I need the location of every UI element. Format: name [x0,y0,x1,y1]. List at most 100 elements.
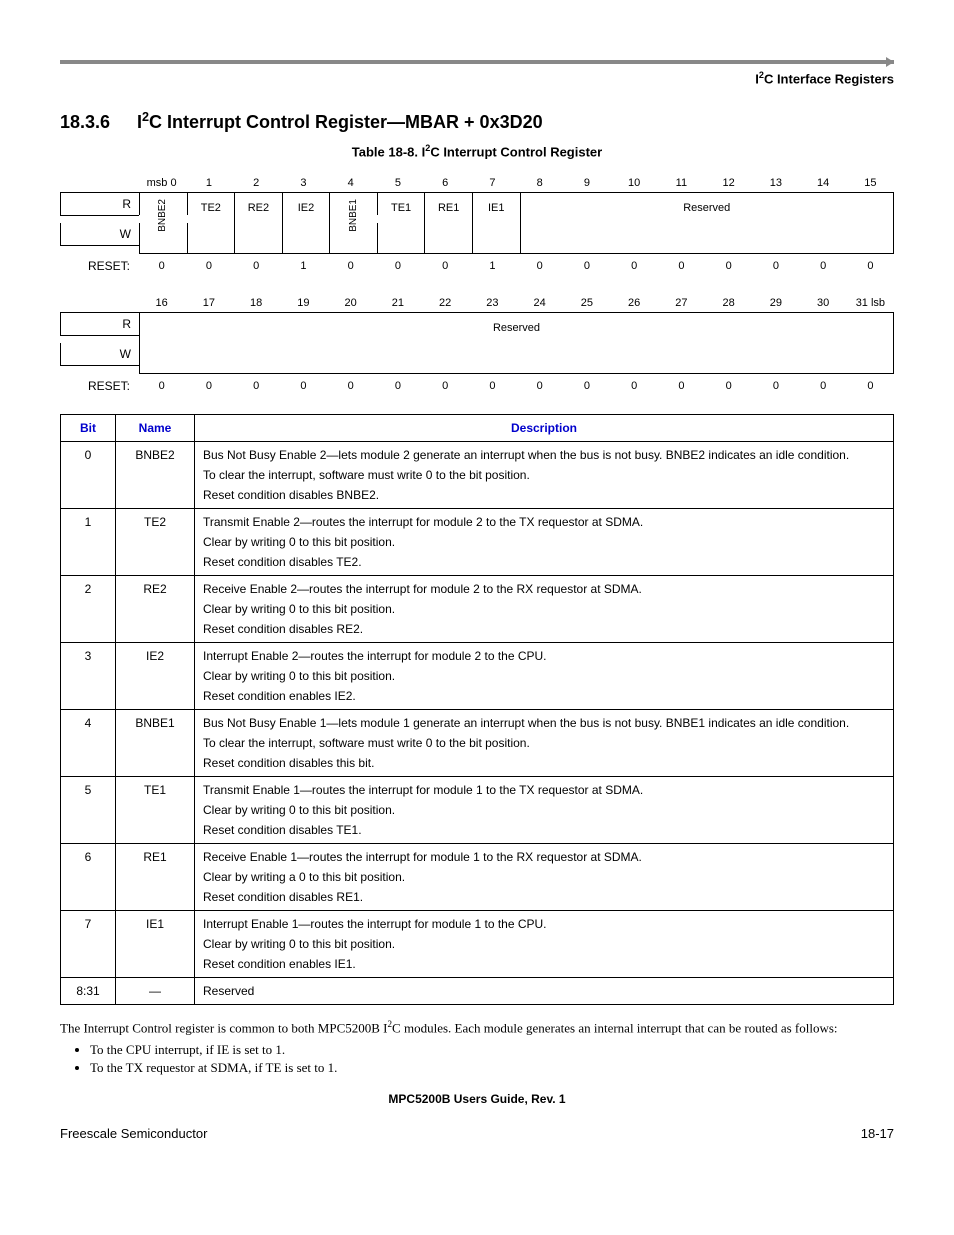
bit-number: 10 [611,174,658,192]
bit-number: 31 lsb [847,294,894,312]
bit-number: 5 [374,174,421,192]
bit-number: 15 [847,174,894,192]
bit-number: 4 [327,174,374,192]
reset-value: 1 [280,256,327,276]
cell-description: Receive Enable 1—routes the interrupt fo… [195,843,894,910]
reset-value: 0 [705,376,752,396]
table-row: 3IE2Interrupt Enable 2—routes the interr… [61,642,894,709]
description-line: Reset condition disables this bit. [203,756,885,770]
bit-number: 27 [658,294,705,312]
description-line: Reset condition disables RE1. [203,890,885,904]
description-line: Receive Enable 1—routes the interrupt fo… [203,850,885,864]
bit-number: 16 [138,294,185,312]
reset-value: 0 [185,376,232,396]
reset-value: 0 [374,256,421,276]
cell-name: TE2 [116,508,195,575]
register-field: RE2 [235,192,283,223]
table-row: 4BNBE1Bus Not Busy Enable 1—lets module … [61,709,894,776]
description-table: Bit Name Description 0BNBE2Bus Not Busy … [60,414,894,1005]
footer-center: MPC5200B Users Guide, Rev. 1 [60,1092,894,1106]
description-line: Transmit Enable 1—routes the interrupt f… [203,783,885,797]
reset-value: 0 [233,256,280,276]
cell-description: Receive Enable 2—routes the interrupt fo… [195,575,894,642]
cell-bit: 8:31 [61,977,116,1004]
reset-value: 0 [233,376,280,396]
header-text-suffix: C Interface Registers [764,71,894,86]
cell-description: Interrupt Enable 1—routes the interrupt … [195,910,894,977]
cell-name: BNBE1 [116,709,195,776]
reset-value: 0 [847,256,894,276]
table-row: 7IE1Interrupt Enable 1—routes the interr… [61,910,894,977]
reset-value: 0 [327,376,374,396]
reset-value: 0 [752,256,799,276]
register-field-w [425,223,473,254]
bit-number: 1 [185,174,232,192]
bit-number: 3 [280,174,327,192]
para-prefix: The Interrupt Control register is common… [60,1020,388,1035]
caption-suffix: C Interrupt Control Register [430,145,602,160]
bit-number: 17 [185,294,232,312]
reset-value: 0 [800,256,847,276]
th-name: Name [116,414,195,441]
description-line: Reset condition disables BNBE2. [203,488,885,502]
bit-number: 23 [469,294,516,312]
cell-bit: 2 [61,575,116,642]
register-diagram-bottom: 16171819202122232425262728293031 lsb R R… [60,294,894,396]
reset-value: 0 [563,256,610,276]
table-row: 6RE1Receive Enable 1—routes the interrup… [61,843,894,910]
cell-bit: 3 [61,642,116,709]
section-heading: 18.3.6 I2C Interrupt Control Register—MB… [60,110,894,133]
cell-bit: 5 [61,776,116,843]
register-field: IE2 [283,192,331,223]
description-line: Reset condition disables TE1. [203,823,885,837]
cell-description: Reserved [195,977,894,1004]
reset-value: 0 [374,376,421,396]
cell-description: Transmit Enable 2—routes the interrupt f… [195,508,894,575]
cell-name: IE1 [116,910,195,977]
reset-value: 0 [800,376,847,396]
description-line: Reset condition disables TE2. [203,555,885,569]
register-field: TE1 [378,192,426,223]
reset-value: 0 [658,256,705,276]
cell-bit: 7 [61,910,116,977]
register-field-w [235,223,283,254]
cell-bit: 6 [61,843,116,910]
footer-row: Freescale Semiconductor 18-17 [60,1126,894,1141]
description-line: To clear the interrupt, software must wr… [203,468,885,482]
cell-description: Interrupt Enable 2—routes the interrupt … [195,642,894,709]
register-reserved: Reserved [521,192,895,223]
register-field: TE2 [188,192,236,223]
body-paragraph: The Interrupt Control register is common… [60,1019,894,1036]
cell-bit: 4 [61,709,116,776]
table-row: 1TE2Transmit Enable 2—routes the interru… [61,508,894,575]
description-line: Clear by writing 0 to this bit position. [203,669,885,683]
reset-value: 0 [185,256,232,276]
reset-value: 0 [563,376,610,396]
row-label-r: R [60,192,139,216]
bit-number: 30 [800,294,847,312]
table-row: 5TE1Transmit Enable 1—routes the interru… [61,776,894,843]
cell-description: Transmit Enable 1—routes the interrupt f… [195,776,894,843]
list-item: To the TX requestor at SDMA, if TE is se… [90,1060,894,1076]
reset-value: 0 [327,256,374,276]
reset-value: 0 [138,256,185,276]
description-line: Receive Enable 2—routes the interrupt fo… [203,582,885,596]
register-reserved-w [139,343,894,374]
bullet-list: To the CPU interrupt, if IE is set to 1.… [90,1042,894,1076]
description-line: Reset condition enables IE2. [203,689,885,703]
reset-value: 1 [469,256,516,276]
section-title-suffix: C Interrupt Control Register—MBAR + 0x3D… [149,112,543,132]
description-line: Reset condition enables IE1. [203,957,885,971]
bit-number: 22 [422,294,469,312]
bit-number: 8 [516,174,563,192]
bit-number: 13 [752,174,799,192]
register-field: BNBE2 [139,192,188,215]
row-label-reset: RESET: [60,256,138,276]
cell-description: Bus Not Busy Enable 2—lets module 2 gene… [195,441,894,508]
bit-number: 14 [800,174,847,192]
cell-name: RE2 [116,575,195,642]
bit-number: 12 [705,174,752,192]
bit-number: msb 0 [138,174,185,192]
bit-number: 11 [658,174,705,192]
description-line: Clear by writing 0 to this bit position. [203,602,885,616]
